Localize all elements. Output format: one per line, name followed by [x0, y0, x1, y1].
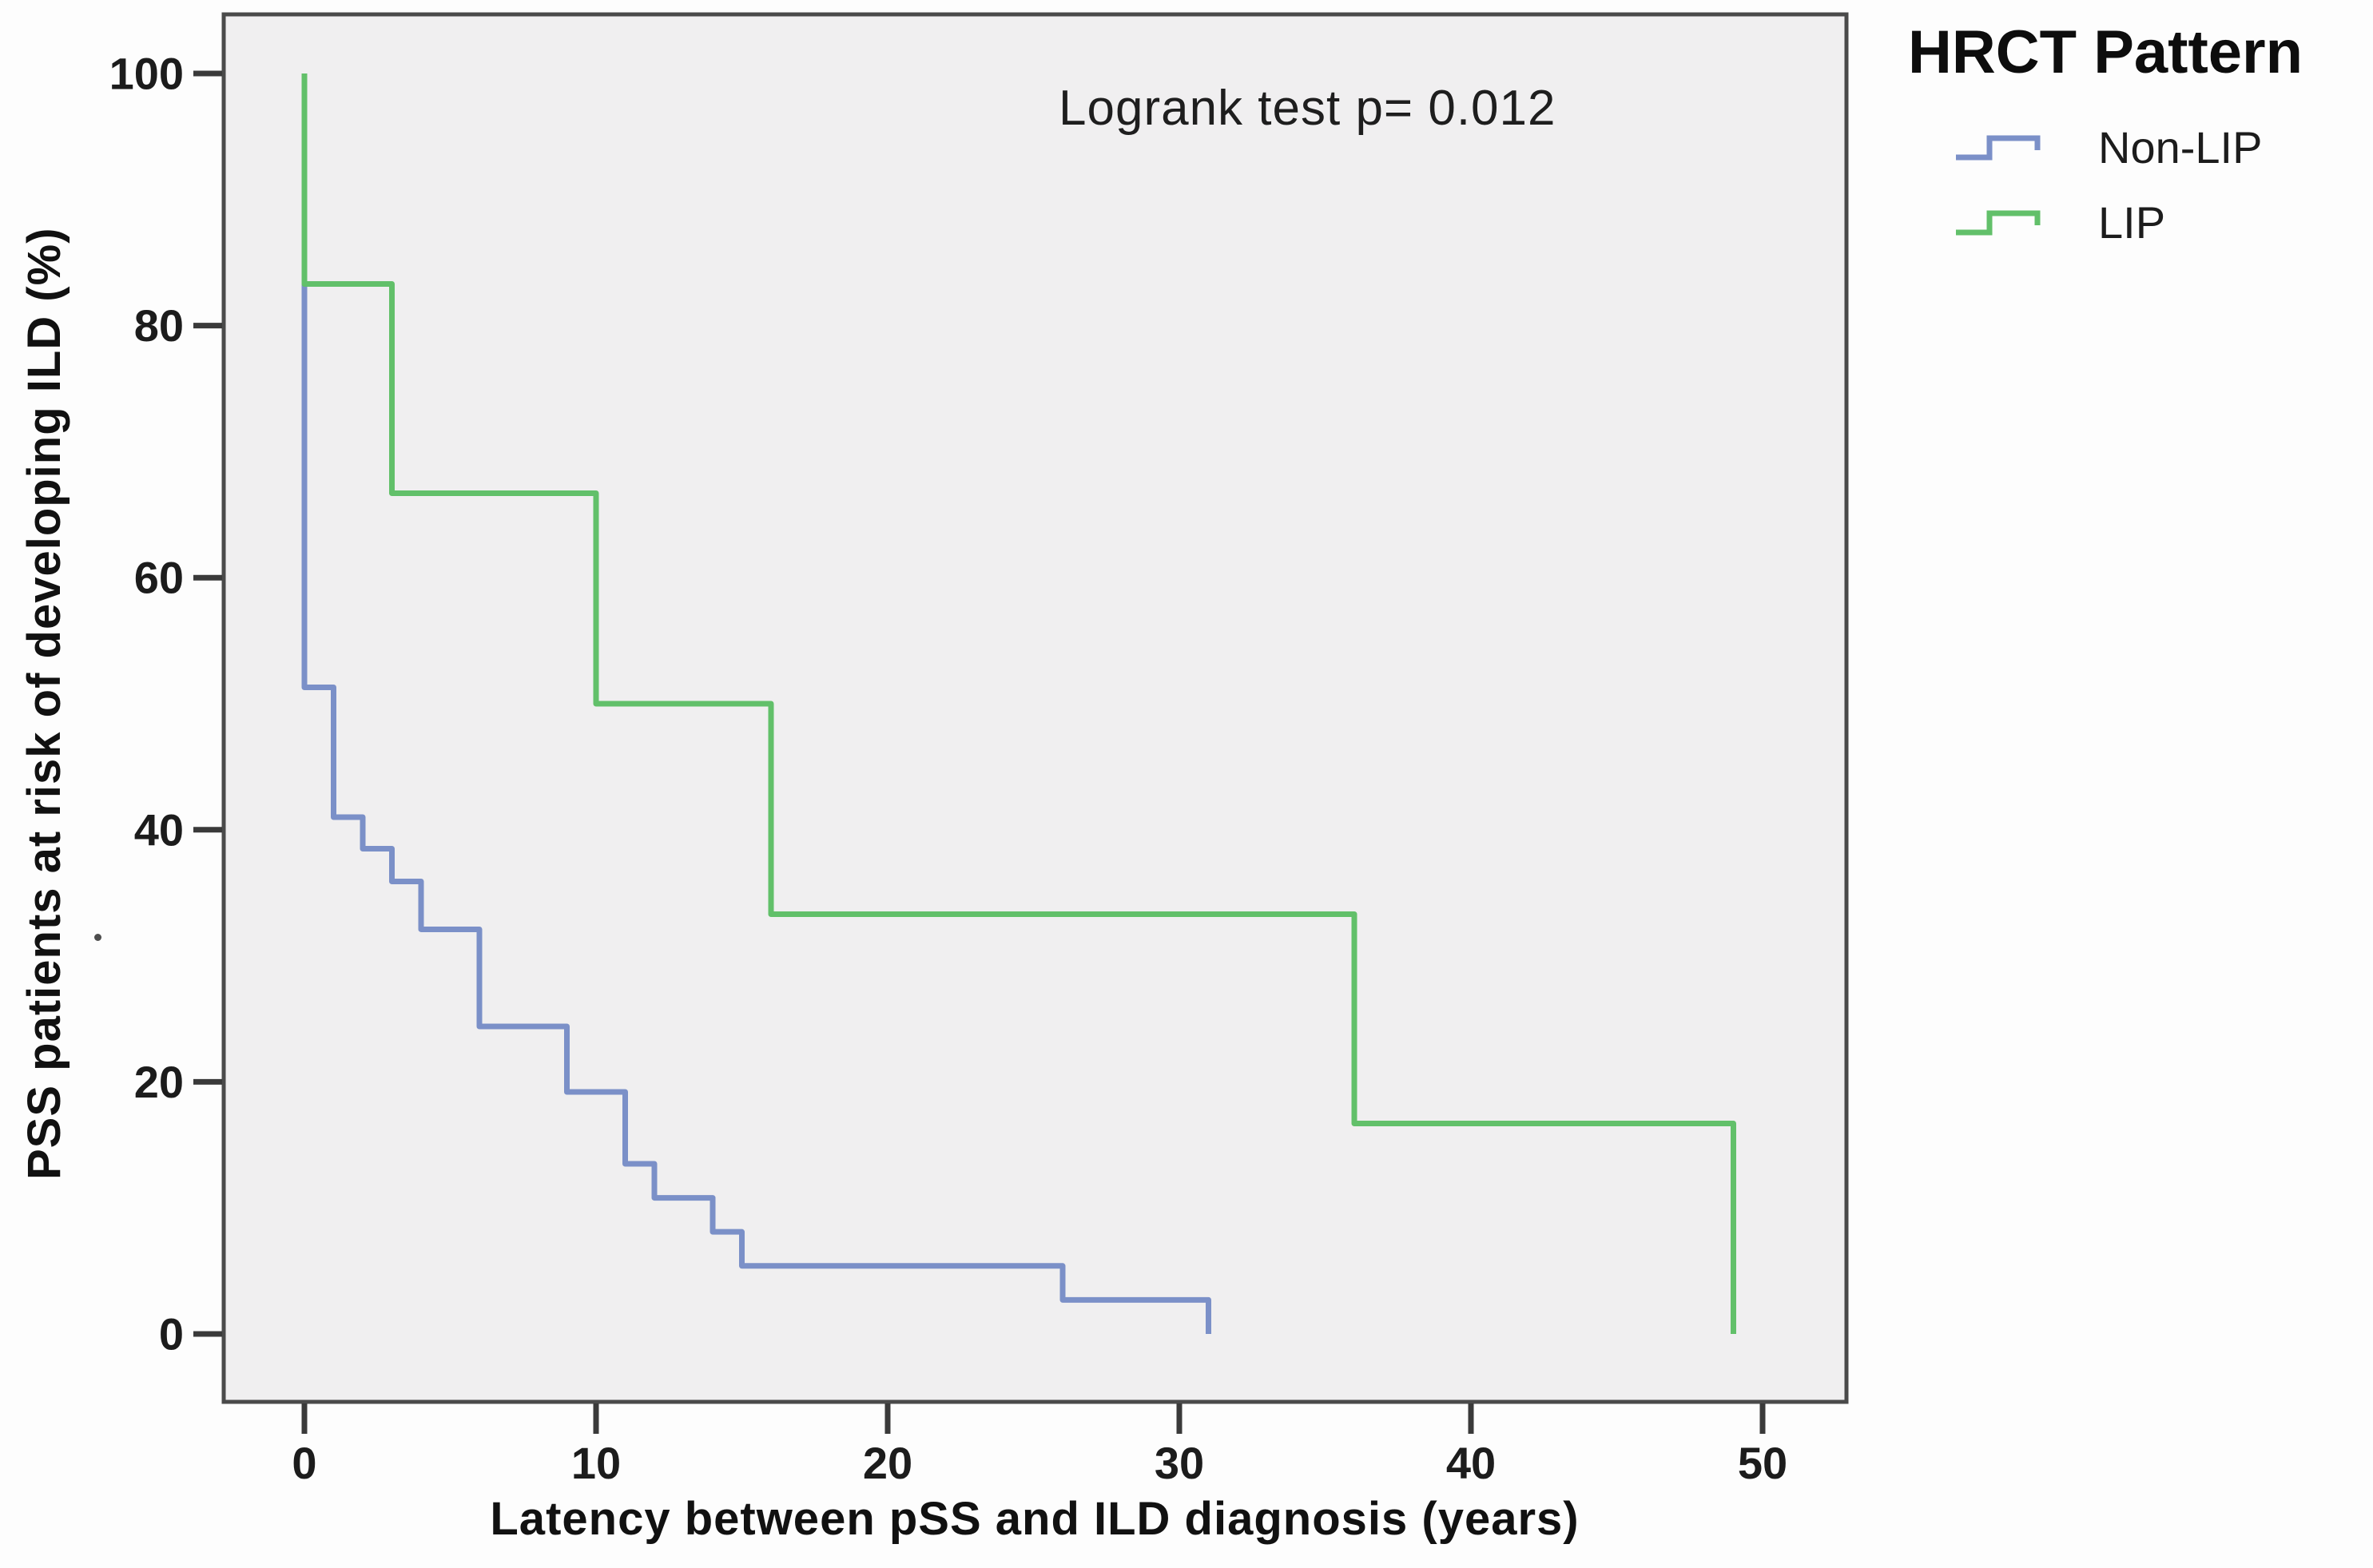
legend-title: HRCT Pattern [1908, 18, 2303, 86]
legend-item-non-lip: Non-LIP [1908, 119, 2373, 175]
stray-mark [94, 934, 101, 941]
y-tick-label: 0 [159, 1309, 184, 1360]
legend-label-lip: LIP [2098, 196, 2166, 248]
x-tick-label: 30 [1155, 1438, 1204, 1488]
y-tick-label: 40 [134, 804, 184, 855]
x-tick-label: 10 [571, 1438, 621, 1488]
y-axis-title: PSS patients at risk of developing ILD (… [18, 227, 70, 1181]
legend: HRCT Pattern Non-LIP LIP [1908, 18, 2373, 269]
non-lip-step-line-icon [1956, 135, 2041, 161]
x-tick-label: 0 [292, 1438, 316, 1488]
x-tick-label: 40 [1446, 1438, 1496, 1488]
y-tick-label: 20 [134, 1057, 184, 1107]
legend-label-non-lip: Non-LIP [2098, 121, 2263, 173]
y-tick-label: 100 [109, 49, 184, 99]
y-tick-label: 80 [134, 300, 184, 351]
logrank-pvalue-annotation: Logrank test p= 0.012 [1059, 81, 1556, 136]
x-axis-title: Latency between pSS and ILD diagnosis (y… [490, 1493, 1580, 1545]
x-tick-label: 50 [1738, 1438, 1787, 1488]
y-tick-label: 60 [134, 553, 184, 603]
plot-area [221, 12, 1849, 1404]
series-lip-curve [301, 73, 1736, 1334]
lip-step-line-icon [1956, 210, 2041, 236]
x-tick-label: 20 [863, 1438, 912, 1488]
series-non-lip-curve [301, 73, 1211, 1334]
legend-item-lip: LIP [1908, 194, 2373, 250]
